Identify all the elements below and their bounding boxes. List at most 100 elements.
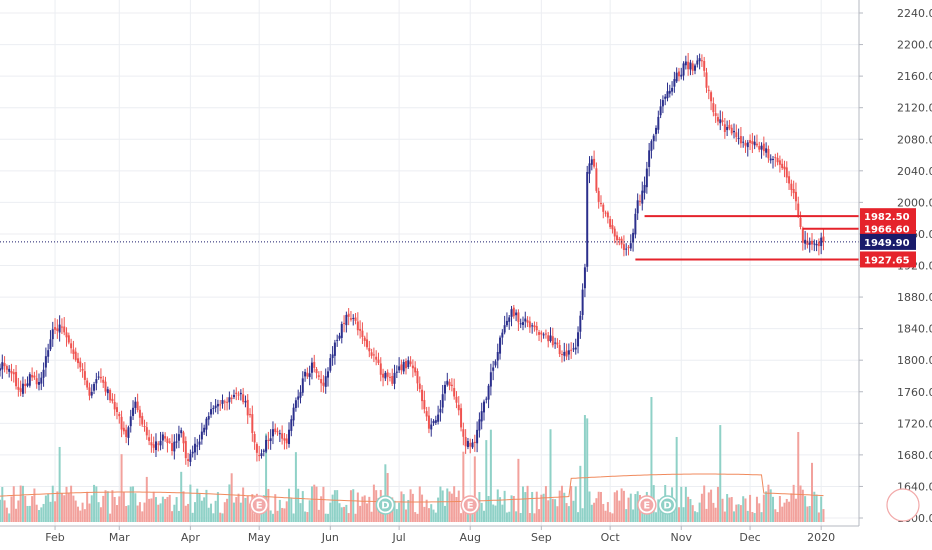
candle-body [691, 63, 694, 71]
candle-body [645, 168, 648, 188]
candle-body [322, 382, 325, 386]
volume-bar [716, 486, 719, 522]
candle-body [742, 141, 745, 143]
volume-bar [726, 494, 729, 522]
support-resistance-lines[interactable] [0, 215, 859, 261]
candle-body [219, 404, 222, 406]
volume-bar [735, 504, 738, 522]
candle-body [232, 394, 235, 398]
candle-body [352, 317, 355, 319]
candle-body [627, 246, 630, 248]
candle-body [705, 72, 708, 88]
candle-body [517, 312, 520, 323]
candle-body [308, 373, 311, 378]
volume-bar [659, 508, 662, 522]
volume-bar [28, 505, 31, 522]
volume-bar [700, 493, 703, 522]
candle-body [526, 320, 529, 323]
volume-bar [93, 484, 96, 522]
volume-bar [804, 496, 807, 522]
time-tick-label: Sep [531, 531, 552, 544]
volume-bar [648, 512, 651, 522]
candle-body [567, 350, 570, 355]
volume-bar [42, 503, 45, 522]
candle-body [150, 442, 153, 446]
time-axis[interactable]: Feb Mar Apr May Jun Jul Aug Sep Oct Nov Dec 2020 [45, 526, 835, 544]
candle-body [134, 401, 137, 408]
scroll-to-realtime-button[interactable] [886, 488, 920, 522]
candle-body [246, 399, 249, 416]
time-tick-label: Apr [181, 531, 201, 544]
candle-body [95, 379, 98, 384]
candle-body [769, 158, 772, 161]
volume-bar [3, 500, 6, 522]
candle-body [258, 455, 261, 457]
chart-grid [0, 0, 859, 526]
volume-bar [405, 509, 408, 522]
candle-body [682, 63, 685, 76]
volume-bar [448, 491, 451, 522]
dividend-marker[interactable]: D [375, 495, 396, 515]
volume-bar [778, 496, 781, 522]
volume-bar [278, 499, 281, 522]
candle-body [586, 172, 589, 267]
volume-bar [457, 490, 460, 522]
earnings-marker[interactable]: E [460, 495, 480, 515]
volume-bar [707, 492, 710, 522]
candle-body [44, 356, 47, 368]
candle-body [531, 325, 534, 327]
volume-bar [613, 492, 616, 522]
earnings-marker[interactable]: E [637, 495, 657, 515]
volume-bar [402, 494, 405, 522]
volume-bar [684, 486, 687, 522]
candle-body [228, 397, 231, 403]
volume-bar [354, 513, 357, 522]
candle-body [79, 361, 82, 368]
volume-bar [794, 498, 797, 522]
candle-body [271, 429, 274, 437]
volume-bar [719, 425, 722, 522]
volume-bar [570, 486, 573, 522]
candle-body [808, 242, 811, 245]
earnings-marker[interactable]: E [249, 495, 269, 515]
candle-body [70, 343, 73, 349]
volume-bar [310, 486, 313, 522]
candle-body [180, 430, 183, 434]
volume-bar [138, 502, 141, 522]
volume-moving-average [0, 473, 824, 503]
volume-bar [99, 507, 102, 522]
candle-body [448, 381, 451, 386]
volume-bar [737, 504, 740, 522]
volume-bar [249, 503, 252, 522]
volume-bar [556, 506, 559, 522]
dividend-marker[interactable]: D [657, 495, 678, 515]
candle-body [574, 347, 577, 350]
volume-bar [118, 496, 121, 522]
candle-body [441, 394, 444, 408]
volume-bar [281, 507, 284, 522]
volume-bar [33, 488, 36, 522]
volume-bar [788, 501, 791, 522]
candle-body [8, 368, 11, 372]
candle-body [593, 158, 596, 167]
candle-body [200, 431, 203, 440]
volume-bar [563, 492, 566, 522]
candle-body [93, 384, 96, 391]
volume-bar [276, 510, 279, 522]
price-tick-label: 1840.00 [897, 323, 932, 336]
candle-body [749, 140, 752, 143]
volume-bar [214, 500, 217, 522]
candle-body [63, 326, 66, 333]
volume-bar [694, 511, 697, 522]
candle-body [40, 377, 43, 384]
candle-body [659, 106, 662, 116]
volume-bar [193, 502, 196, 522]
candle-body [375, 356, 378, 360]
candle-body [535, 326, 538, 331]
candle-body [710, 92, 713, 102]
time-tick-label: Nov [671, 531, 693, 544]
candle-body [81, 368, 84, 371]
candle-body [563, 352, 566, 356]
